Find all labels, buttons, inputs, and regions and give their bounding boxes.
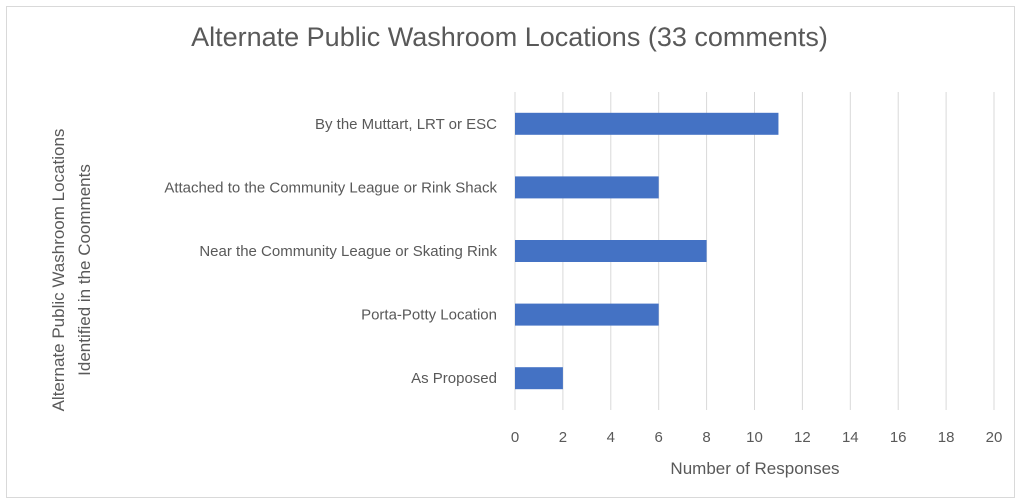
category-label: By the Muttart, LRT or ESC	[315, 116, 497, 133]
x-tick-label: 2	[559, 429, 567, 446]
x-tick-label: 4	[607, 429, 615, 446]
x-axis-title: Number of Responses	[670, 459, 839, 478]
x-tick-label: 12	[794, 429, 811, 446]
x-tick-label: 6	[655, 429, 663, 446]
bar	[515, 240, 707, 262]
x-tick-label: 8	[702, 429, 710, 446]
chart-title: Alternate Public Washroom Locations (33 …	[191, 22, 828, 52]
x-tick-label: 0	[511, 429, 519, 446]
y-axis-title-line1: Alternate Public Washroom Locations	[49, 129, 68, 412]
bar	[515, 112, 779, 135]
x-tick-labels: 0 2 4 6 8 10 12 14 16 18 20	[511, 429, 1003, 446]
x-tick-label: 18	[938, 429, 955, 446]
gridlines	[514, 92, 995, 410]
x-tick-label: 20	[986, 429, 1003, 446]
x-tick-label: 16	[890, 429, 907, 446]
bar	[515, 367, 563, 390]
category-labels: By the Muttart, LRT or ESC Attached to th…	[164, 116, 497, 387]
bars	[515, 112, 779, 390]
category-label: As Proposed	[411, 370, 497, 387]
bar	[515, 303, 659, 326]
category-label: Porta-Potty Location	[361, 307, 497, 324]
y-axis-title-line2: Identified in the Coomments	[75, 164, 94, 376]
category-label: Near the Community League or Skating Rin…	[199, 243, 497, 260]
chart-frame	[6, 6, 1015, 498]
bar	[515, 176, 659, 199]
category-label: Attached to the Community League or Rink…	[164, 179, 497, 196]
x-tick-label: 10	[746, 429, 763, 446]
x-tick-label: 14	[842, 429, 859, 446]
